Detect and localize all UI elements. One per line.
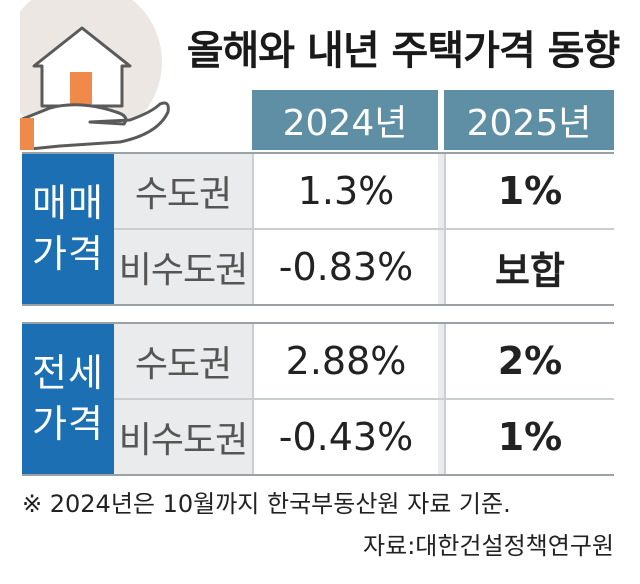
- source-credit: 자료:대한건설정책연구원: [363, 532, 614, 560]
- region-cell: 비수도권: [118, 420, 248, 461]
- table-row: 수도권 2.88% 2%: [114, 324, 614, 398]
- value-2025-cell: 1%: [444, 400, 614, 474]
- group-label-sale: 매매 가격: [22, 154, 114, 304]
- region-cell: 비수도권: [118, 250, 248, 291]
- row-divider: [114, 228, 614, 230]
- value-2025-cell: 보합: [444, 230, 614, 304]
- footnote: ※ 2024년은 10월까지 한국부동산원 자료 기준.: [22, 490, 511, 518]
- value-2025-cell: 1%: [444, 154, 614, 228]
- value-2024-cell: 2.88%: [252, 324, 438, 398]
- row-divider: [114, 398, 614, 400]
- group-label-line1: 전세: [32, 350, 104, 395]
- table-row: 수도권 1.3% 1%: [114, 154, 614, 228]
- group-sale-price: 매매 가격 수도권 1.3% 1% 비수도권 -0.83% 보합: [22, 152, 614, 306]
- group-label-line2: 가격: [32, 232, 104, 276]
- table-row: 비수도권 -0.43% 1%: [114, 400, 614, 474]
- column-header-2025: 2025년: [444, 90, 614, 150]
- table-row: 비수도권 -0.83% 보합: [114, 230, 614, 304]
- region-cell: 수도권: [134, 344, 232, 385]
- house-in-hand-icon: [20, 0, 170, 150]
- value-2024-cell: -0.83%: [252, 230, 438, 304]
- value-2024-cell: -0.43%: [252, 400, 438, 474]
- region-cell: 수도권: [134, 174, 232, 215]
- value-2024-cell: 1.3%: [252, 154, 438, 228]
- group-label-line2: 가격: [32, 402, 104, 446]
- group-label-line1: 매매: [32, 180, 104, 225]
- group-label-jeonse: 전세 가격: [22, 324, 114, 474]
- page-title: 올해와 내년 주택가격 동향: [186, 28, 621, 74]
- group-jeonse-price: 전세 가격 수도권 2.88% 2% 비수도권 -0.43% 1%: [22, 322, 614, 476]
- value-2025-cell: 2%: [444, 324, 614, 398]
- column-header-2024: 2024년: [252, 90, 438, 150]
